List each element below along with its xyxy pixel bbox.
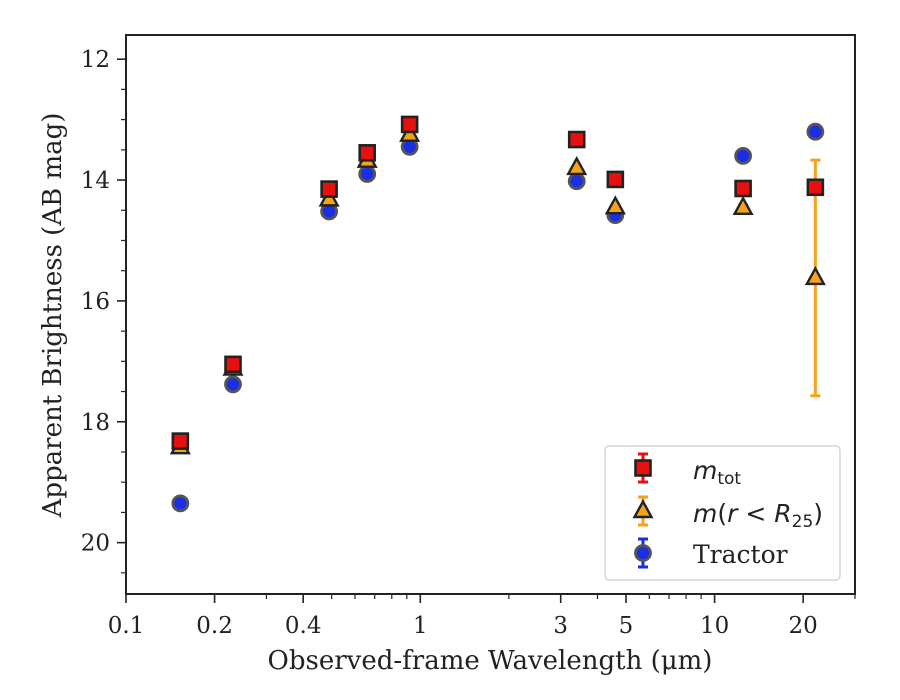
m-r25-point bbox=[804, 265, 826, 286]
legend-tractor-marker bbox=[634, 544, 652, 562]
y-tick-label: 20 bbox=[81, 531, 110, 557]
m-tot-point bbox=[171, 432, 190, 450]
m-tot-point bbox=[606, 170, 625, 189]
y-axis-label: Apparent Brightness (AB mag) bbox=[38, 113, 68, 519]
m-tot-point bbox=[224, 355, 242, 374]
m-tot-point bbox=[734, 179, 752, 198]
legend-m-tot-marker bbox=[634, 459, 652, 477]
tractor-point bbox=[171, 494, 190, 513]
legend-close-paren: ) bbox=[813, 499, 823, 528]
tractor-point bbox=[734, 146, 753, 165]
x-axis: 0.1 0.2 0.4 1 3 5 10 20 bbox=[108, 594, 856, 639]
x-tick-label: 1 bbox=[413, 613, 428, 639]
tractor-point bbox=[806, 122, 825, 141]
legend-m-symbol: m bbox=[693, 499, 717, 528]
y-tick-label: 12 bbox=[81, 47, 110, 73]
legend-m-r25-marker bbox=[632, 499, 654, 519]
m-tot-point bbox=[358, 144, 376, 162]
tractor-point bbox=[358, 165, 377, 183]
x-tick-label: 20 bbox=[789, 613, 818, 639]
legend-markers bbox=[632, 452, 654, 569]
legend-r25-subscript: 25 bbox=[792, 512, 814, 532]
legend-m-tot-symbol: m bbox=[693, 456, 717, 485]
legend-m-tot-subscript: tot bbox=[717, 469, 741, 489]
x-axis-label: Observed-frame Wavelength (μm) bbox=[268, 646, 713, 676]
m-tot-point bbox=[806, 178, 825, 197]
x-tick-label: 10 bbox=[700, 613, 729, 639]
tractor-point bbox=[224, 375, 242, 394]
legend-less-than: < bbox=[737, 499, 774, 528]
legend-label-tractor: Tractor bbox=[693, 540, 788, 569]
x-tick-label: 0.4 bbox=[285, 613, 322, 639]
m-tot-point bbox=[567, 130, 586, 149]
x-tick-label: 0.2 bbox=[196, 613, 233, 639]
x-tick-label: 5 bbox=[619, 613, 634, 639]
m-r25-point bbox=[566, 155, 588, 176]
y-tick-label: 18 bbox=[81, 410, 110, 436]
legend-r-symbol: r bbox=[727, 499, 739, 528]
legend-label-m-tot: mtot bbox=[693, 456, 741, 489]
y-tick-label: 16 bbox=[81, 289, 110, 315]
legend-frame bbox=[604, 445, 841, 581]
legend-label-m-r25: m(r < R25) bbox=[693, 499, 823, 532]
y-tick-label: 14 bbox=[81, 168, 110, 194]
m-tot-point bbox=[320, 180, 338, 198]
data-points bbox=[169, 115, 826, 513]
x-tick-label: 3 bbox=[553, 613, 568, 639]
legend-R-symbol: R bbox=[774, 499, 791, 528]
legend-open-paren: ( bbox=[717, 499, 727, 528]
m-r25-point bbox=[604, 195, 626, 215]
m-r25-point bbox=[732, 195, 754, 216]
m-tot-point bbox=[400, 115, 419, 134]
x-tick-label: 0.1 bbox=[108, 613, 145, 639]
legend: mtot m(r < R25) Tractor bbox=[604, 445, 841, 581]
y-axis: 12 14 16 18 20 bbox=[81, 47, 126, 574]
tractor-point bbox=[567, 172, 586, 191]
